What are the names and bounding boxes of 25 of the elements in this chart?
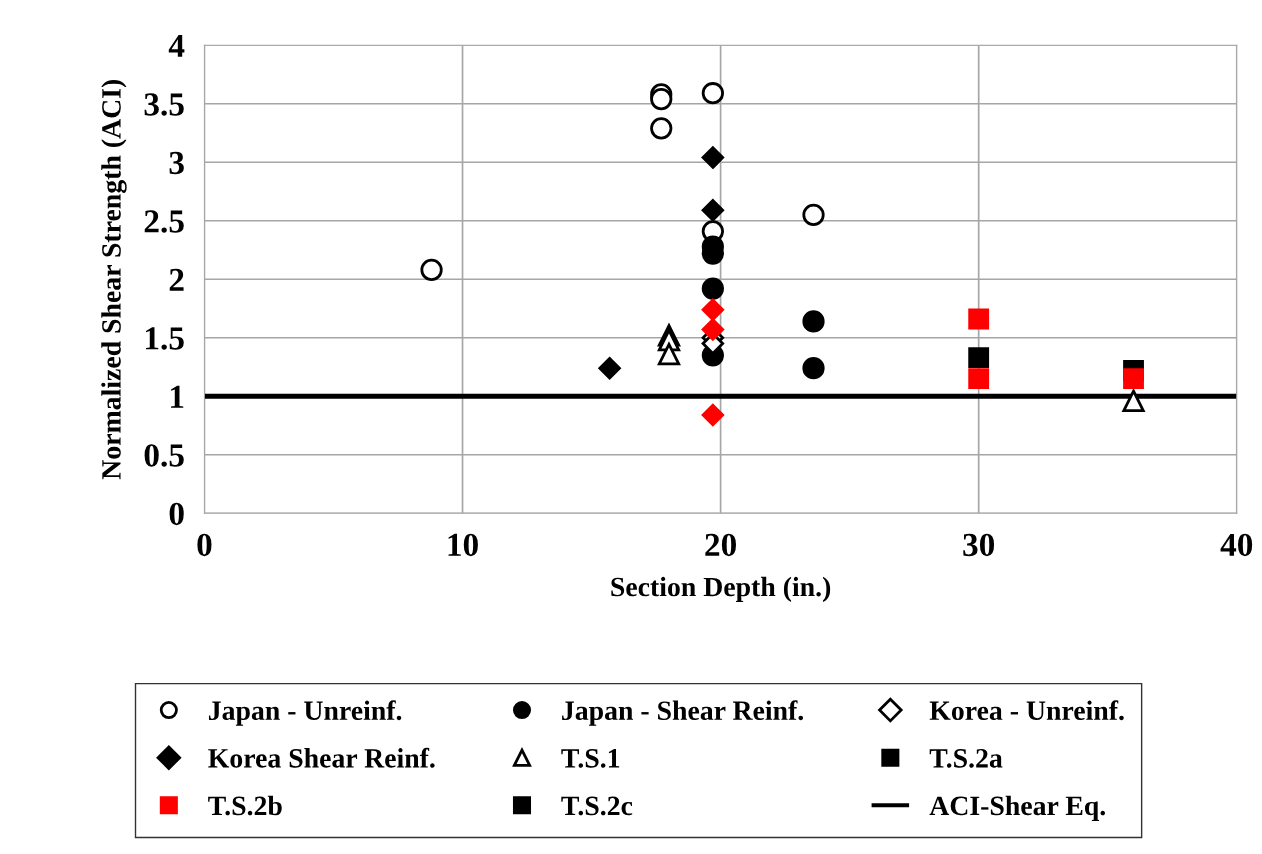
y-tick-label: 1.5 (146, 327, 184, 350)
y-tick-label: 2 (169, 268, 184, 291)
x-tick-label: 20 (705, 533, 736, 557)
x-tick-label: 10 (448, 533, 478, 557)
legend-label: Korea - Unreinf. (929, 700, 1124, 721)
legend-label: ACI-Shear Eq. (929, 795, 1106, 821)
legend-label: Japan - Unreinf. (208, 700, 402, 726)
y-tick-label: 4 (168, 34, 185, 57)
y-tick-label: 3 (169, 151, 184, 175)
legend-label: T.S.2b (208, 795, 282, 816)
x-tick-label: 40 (1220, 533, 1253, 557)
y-tick-label: 0 (169, 502, 184, 526)
y-tick-label: 1 (171, 385, 184, 408)
y-tick-label: 2.5 (144, 210, 184, 233)
legend-label: Japan - Shear Reinf. (562, 700, 804, 726)
x-axis-title: Section Depth (in.) (611, 576, 831, 603)
legend-label: T.S.2c (561, 796, 633, 816)
legend-label: Korea Shear Reinf. (208, 747, 435, 768)
y-axis-title: Normalized Shear Strength (ACI) (101, 79, 127, 480)
y-tick-label: 0.5 (144, 444, 184, 467)
legend-label: T.S.2a (929, 748, 1003, 768)
x-tick-label: 30 (963, 533, 995, 557)
legend-label: T.S.1 (561, 748, 620, 768)
x-tick-label: 0 (197, 533, 212, 557)
y-tick-label: 3.5 (144, 93, 184, 116)
